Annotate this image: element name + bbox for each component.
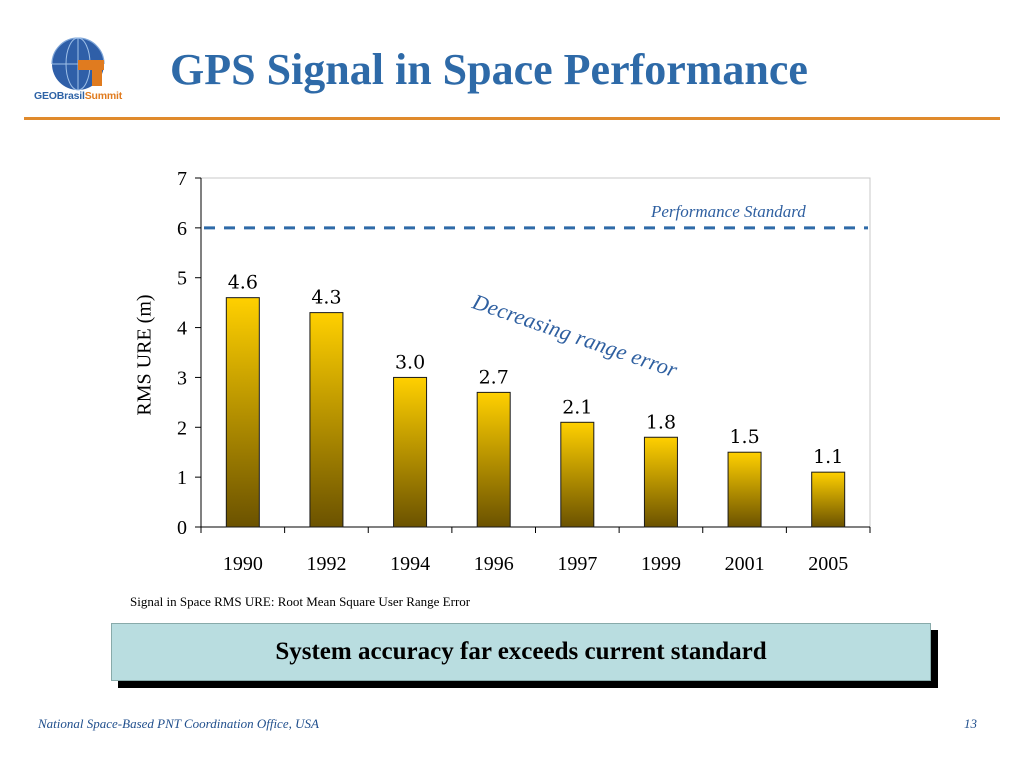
title-divider: [24, 117, 1000, 120]
y-tick-label: 2: [177, 417, 187, 439]
y-tick-label: 7: [177, 168, 187, 190]
performance-standard-label: Performance Standard: [651, 202, 806, 221]
y-tick-label: 1: [177, 467, 187, 489]
bar-value-label: 1.1: [813, 446, 843, 468]
bar-value-label: 4.6: [228, 272, 258, 294]
bar: [727, 451, 762, 528]
x-tick-label: 1994: [390, 553, 430, 575]
slide-title: GPS Signal in Space Performance: [170, 45, 808, 94]
y-axis-label: RMS URE (m): [133, 294, 156, 416]
bar: [393, 376, 428, 528]
bar: [560, 421, 595, 528]
footnote: Signal in Space RMS URE: Root Mean Squar…: [130, 594, 471, 609]
y-tick-label: 3: [177, 367, 187, 389]
plot-area-frame: [200, 177, 871, 528]
x-tick-label: 1999: [641, 553, 681, 575]
x-tick-label: 1997: [557, 553, 597, 575]
y-tick-label: 0: [177, 517, 187, 539]
bar-value-label: 4.3: [311, 287, 341, 309]
x-tick-label: 2001: [725, 553, 765, 575]
bar-value-label: 2.7: [479, 366, 509, 388]
y-tick-label: 6: [177, 218, 187, 240]
geobrasil-logo-icon: [34, 34, 126, 110]
footer-source: National Space-Based PNT Coordination Of…: [38, 716, 319, 731]
page-number: 13: [964, 716, 977, 731]
bar-value-label: 2.1: [562, 396, 592, 418]
x-tick-label: 1992: [306, 553, 346, 575]
bar: [225, 297, 260, 528]
bar-value-label: 3.0: [395, 351, 425, 373]
callout-text: System accuracy far exceeds current stan…: [275, 638, 767, 665]
bar: [643, 436, 678, 528]
x-tick-label: 1990: [223, 553, 263, 575]
bar: [309, 312, 344, 528]
y-tick-label: 5: [177, 268, 187, 290]
bar: [811, 471, 846, 528]
x-tick-label: 1996: [474, 553, 514, 575]
bar: [476, 391, 511, 528]
bar-value-label: 1.5: [729, 426, 759, 448]
y-tick-label: 4: [177, 318, 187, 340]
x-tick-label: 2005: [808, 553, 848, 575]
callout-box: System accuracy far exceeds current stan…: [111, 623, 931, 681]
bar-value-label: 1.8: [646, 411, 676, 433]
logo-text: GEOBrasilSummit: [34, 90, 123, 102]
